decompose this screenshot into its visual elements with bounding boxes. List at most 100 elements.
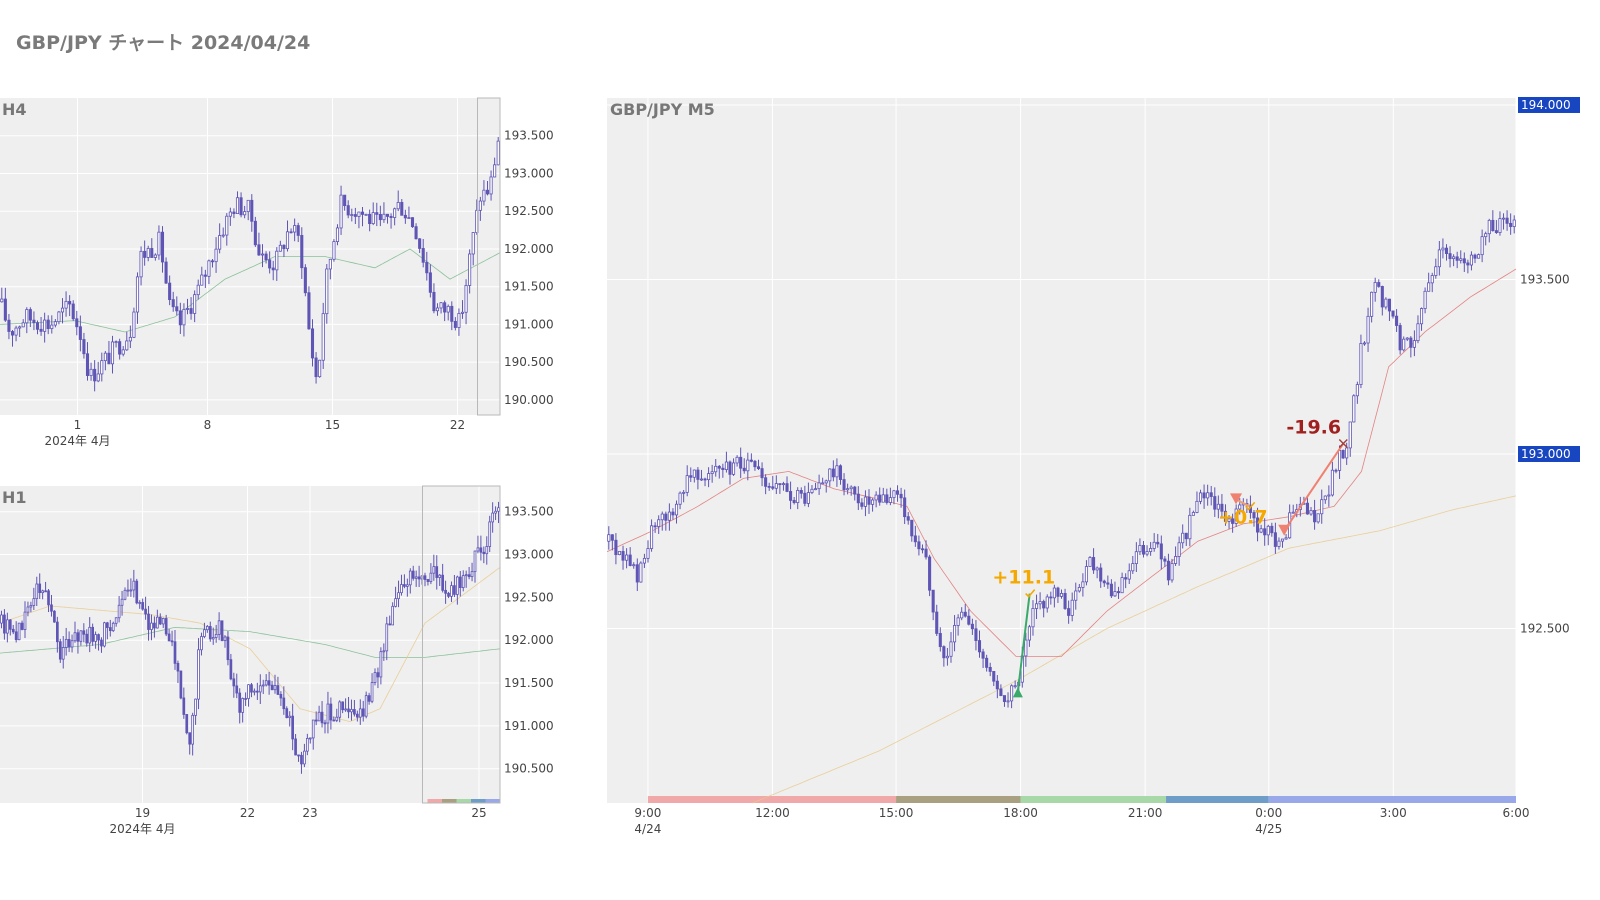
candle-body — [1181, 532, 1185, 544]
candle-body — [692, 469, 696, 478]
candle-body — [1120, 577, 1124, 594]
candle — [325, 264, 329, 324]
candle — [464, 279, 468, 325]
candle — [653, 522, 657, 533]
candle-body — [270, 684, 274, 691]
candle — [350, 699, 353, 721]
x-tick-label: 1 — [74, 418, 82, 432]
candle — [699, 469, 704, 481]
candle-body — [1448, 253, 1452, 260]
candle-body — [967, 615, 971, 625]
candle — [289, 228, 293, 234]
candle — [91, 623, 94, 646]
candle-body — [689, 475, 693, 478]
candle-body — [457, 312, 461, 328]
candle-body — [367, 695, 371, 702]
candle — [1402, 336, 1406, 352]
candle-body — [400, 584, 403, 594]
candle — [1412, 330, 1416, 357]
candle-body — [749, 459, 753, 462]
candle — [910, 519, 914, 542]
candle — [1013, 680, 1017, 689]
candle — [995, 675, 999, 699]
candle-body — [774, 483, 778, 489]
candle — [1323, 495, 1327, 504]
candle-body — [1231, 518, 1235, 524]
candle — [1010, 684, 1014, 709]
candle-body — [117, 604, 121, 619]
candle-body — [1423, 290, 1427, 309]
candle-body — [125, 340, 129, 351]
candle-body — [992, 671, 996, 682]
candle-body — [226, 636, 230, 661]
candle — [64, 291, 68, 317]
candle — [71, 300, 75, 321]
candle-body — [164, 618, 168, 635]
candle — [244, 692, 247, 706]
candle — [1049, 591, 1053, 605]
candle — [1059, 589, 1064, 599]
candle — [493, 157, 497, 178]
candle-body — [378, 214, 382, 221]
candle-body — [260, 253, 265, 256]
candle — [956, 614, 960, 636]
candle-body — [1024, 639, 1028, 657]
x-tick-sublabel: 2024年 4月 — [45, 434, 111, 448]
candle-body — [1409, 337, 1413, 348]
candle-body — [141, 602, 144, 610]
candle-body — [425, 261, 429, 274]
candle-body — [917, 541, 921, 550]
candle — [457, 308, 461, 336]
candle-body — [1063, 592, 1067, 609]
candle — [170, 630, 174, 647]
candle — [264, 251, 268, 264]
candle-body — [650, 525, 654, 549]
candle-body — [153, 622, 156, 629]
candle — [468, 249, 472, 294]
candle-body — [385, 213, 390, 217]
candle — [1006, 692, 1010, 708]
candle — [999, 684, 1003, 697]
candle-body — [1263, 528, 1267, 536]
candle — [967, 609, 971, 626]
candle — [41, 589, 44, 600]
candle-body — [985, 657, 989, 668]
candle-body — [753, 460, 757, 468]
candle — [1277, 537, 1281, 550]
candle-body — [373, 672, 377, 683]
candle — [421, 238, 425, 268]
candle — [11, 624, 15, 635]
candle — [196, 279, 200, 300]
candle — [799, 487, 803, 499]
candle-body — [1092, 557, 1096, 571]
candle — [57, 310, 61, 325]
candle — [942, 645, 946, 667]
candle — [364, 691, 368, 719]
candle-body — [403, 584, 406, 587]
candle — [103, 350, 107, 371]
candle-body — [863, 496, 867, 507]
candle-body — [244, 698, 247, 700]
candle-body — [1138, 545, 1142, 553]
candle-body — [388, 623, 392, 626]
moving-average-line — [606, 268, 1517, 657]
y-tick-label: 191.500 — [504, 280, 554, 294]
candle-body — [261, 684, 265, 687]
candle-body — [657, 519, 661, 527]
candle-body — [1469, 254, 1473, 266]
candle — [938, 627, 942, 652]
y-tick-label: 191.000 — [504, 317, 554, 331]
candle-body — [1095, 567, 1099, 571]
candle — [243, 205, 247, 219]
candle — [478, 196, 482, 221]
candle — [6, 612, 9, 643]
candle — [323, 719, 327, 734]
candle-body — [88, 626, 92, 644]
candle-body — [453, 585, 456, 595]
candle-body — [197, 649, 200, 700]
candle-body — [332, 241, 336, 260]
candle — [625, 548, 629, 569]
candle-body — [160, 231, 165, 263]
candle — [1038, 592, 1042, 610]
candle — [79, 630, 83, 646]
